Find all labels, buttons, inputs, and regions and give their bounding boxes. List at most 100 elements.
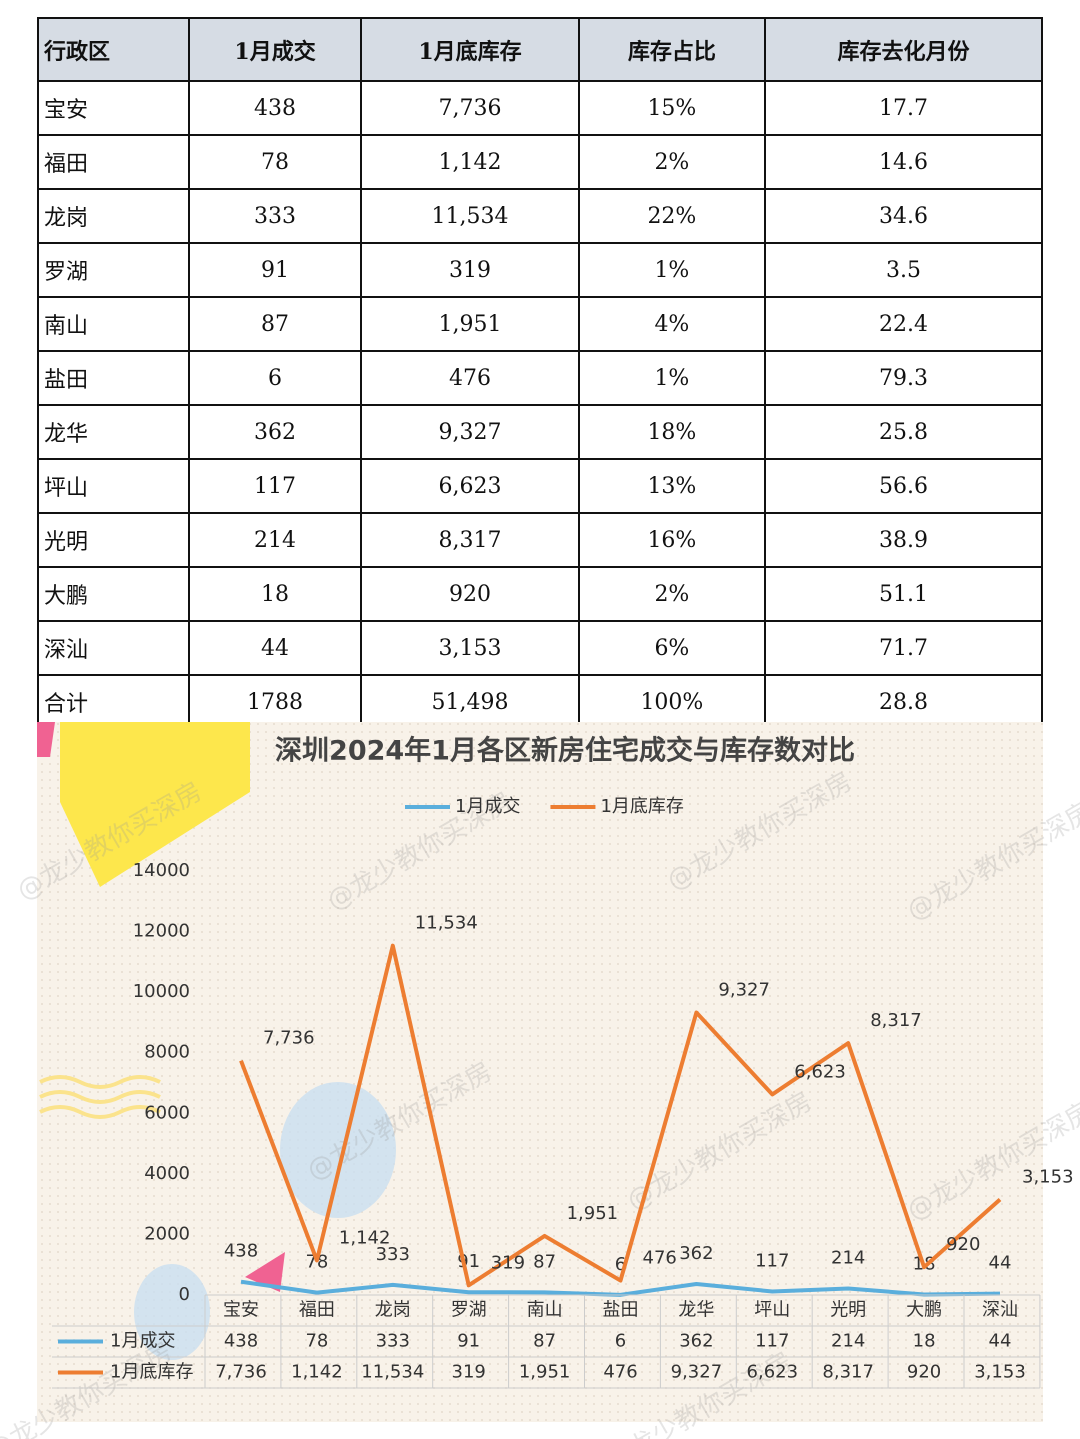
row: 盐田 6 476 1% 79.3 [37,350,1044,406]
data-label: 117 [755,1250,789,1271]
cell: 87 [187,296,363,352]
cell: 91 [187,242,363,298]
y-tick-label: 14000 [133,860,190,881]
cell: 56.6 [763,458,1044,514]
chart: 深圳2024年1月各区新房住宅成交与库存数对比 @龙少教你买深房 @龙少教你买深房… [0,722,1080,1439]
row: 合计 1788 51,498 100% 28.8 [37,674,1044,730]
data-label: 920 [946,1234,980,1255]
cell: 319 [360,242,580,298]
data-label: 214 [831,1248,865,1269]
table-value: 214 [831,1331,865,1352]
table-value: 333 [376,1331,410,1352]
data-label: 8,317 [870,1010,922,1031]
cell: 100% [577,674,766,730]
table-value: 319 [452,1362,486,1383]
cell: 78 [187,134,363,190]
cell: 龙岗 [37,188,190,244]
x-tick-label: 盐田 [603,1300,639,1321]
data-label: 87 [533,1251,556,1272]
cell: 16% [577,512,766,568]
legend-label: 1月成交 [455,796,520,817]
cell: 盐田 [37,350,190,406]
cell: 38.9 [763,512,1044,568]
header-cell: 1月成交 [187,17,363,82]
data-table: 行政区 1月成交 1月底库存 库存占比 库存去化月份 宝安 438 7,736 15% 17.7 福… [37,17,1044,730]
cell: 6% [577,620,766,676]
cell: 南山 [37,296,190,352]
header-cell: 1月底库存 [360,17,580,82]
data-label: 362 [679,1243,713,1264]
cell: 44 [187,620,363,676]
cell: 22.4 [763,296,1044,352]
row: 大鹏 18 920 2% 51.1 [37,566,1044,622]
cell: 214 [187,512,363,568]
x-tick-label: 南山 [527,1300,563,1321]
cell: 2% [577,566,766,622]
table-value: 920 [907,1362,941,1383]
row: 福田 78 1,142 2% 14.6 [37,134,1044,190]
row: 宝安 438 7,736 15% 17.7 [37,80,1044,136]
cell: 28.8 [763,674,1044,730]
row: 龙岗 333 11,534 22% 34.6 [37,188,1044,244]
header-cell: 行政区 [37,17,190,82]
cell: 2% [577,134,766,190]
cell: 4% [577,296,766,352]
data-label: 1,142 [339,1227,391,1248]
cell: 13% [577,458,766,514]
row: 坪山 117 6,623 13% 56.6 [37,458,1044,514]
x-tick-label: 宝安 [223,1300,259,1321]
table-value: 1,951 [519,1362,571,1383]
deco-pink [37,722,55,757]
data-label: 1,951 [567,1203,619,1224]
data-label: 7,736 [263,1028,315,1049]
row: 南山 87 1,951 4% 22.4 [37,296,1044,352]
cell: 79.3 [763,350,1044,406]
table-value: 476 [603,1362,637,1383]
table-value: 87 [533,1331,556,1352]
deco-circle [280,1082,396,1218]
cell: 9,327 [360,404,580,460]
data-label: 9,327 [718,980,770,1001]
y-tick-label: 12000 [133,921,190,942]
cell: 3.5 [763,242,1044,298]
table-value: 362 [679,1331,713,1352]
cell: 1788 [187,674,363,730]
table-value: 7,736 [215,1362,267,1383]
cell: 22% [577,188,766,244]
cell: 15% [577,80,766,136]
deco-circle [134,1264,210,1360]
cell: 1,142 [360,134,580,190]
table-value: 3,153 [974,1362,1026,1383]
cell: 龙华 [37,404,190,460]
cell: 362 [187,404,363,460]
deco-triangle [245,1252,285,1292]
y-tick-label: 4000 [144,1163,190,1184]
chart-title: 深圳2024年1月各区新房住宅成交与库存数对比 [275,735,855,767]
table-value: 6 [615,1331,626,1352]
row: 深汕 44 3,153 6% 71.7 [37,620,1044,676]
cell: 18 [187,566,363,622]
x-tick-label: 罗湖 [451,1300,487,1321]
x-tick-label: 龙岗 [375,1300,411,1321]
cell: 476 [360,350,580,406]
cell: 17.7 [763,80,1044,136]
cell: 光明 [37,512,190,568]
cell: 坪山 [37,458,190,514]
x-tick-label: 深汕 [982,1300,1018,1321]
series-line [239,943,1002,1288]
cell: 罗湖 [37,242,190,298]
legend-label: 1月底库存 [600,796,683,817]
cell: 福田 [37,134,190,190]
table-value: 438 [224,1331,258,1352]
row: 罗湖 91 319 1% 3.5 [37,242,1044,298]
header-cell: 库存去化月份 [763,17,1044,82]
y-tick-label: 6000 [144,1102,190,1123]
data-label: 333 [376,1244,410,1265]
cell: 3,153 [360,620,580,676]
header-cell: 库存占比 [577,17,766,82]
table-value: 18 [913,1331,936,1352]
cell: 18% [577,404,766,460]
data-label: 6,623 [794,1061,846,1082]
cell: 6 [187,350,363,406]
